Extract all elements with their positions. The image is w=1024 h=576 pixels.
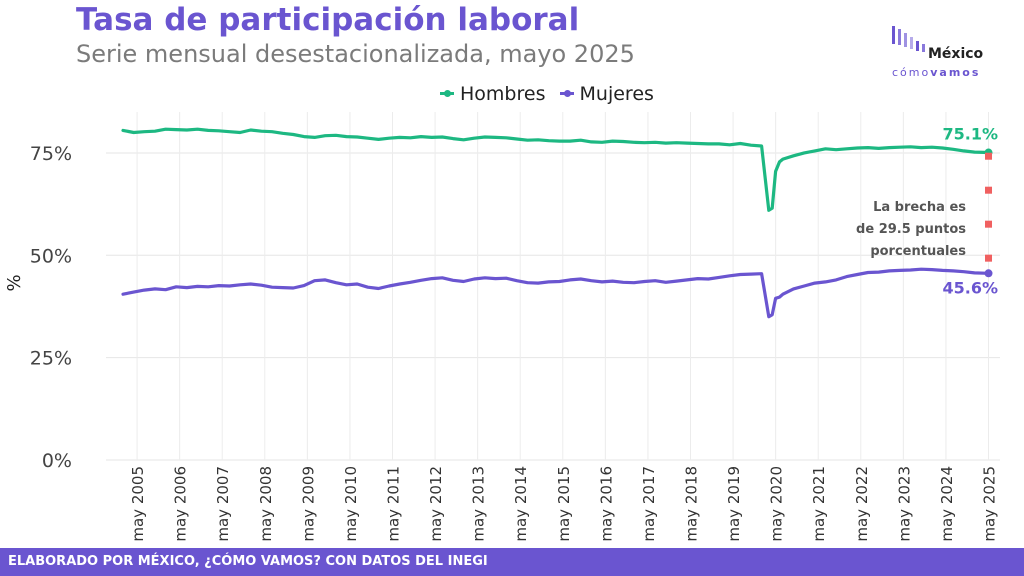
gap-marker [985,152,993,160]
end-point-mujeres [984,269,993,278]
x-tick-label: may 2025 [981,466,999,542]
legend-item-hombres: Hombres [440,83,545,105]
x-tick-label: may 2010 [342,466,360,542]
x-tick-label: may 2014 [512,466,530,542]
x-tick-label: may 2011 [385,466,403,542]
y-tick-label: 0% [42,450,72,472]
y-tick-label: 75% [30,143,72,165]
series-line-hombres [121,127,991,212]
gap-annotation-line: porcentuales [870,244,966,259]
x-tick-label: may 2022 [853,466,871,542]
x-tick-label: may 2019 [725,466,743,542]
end-label-hombres: 75.1% [942,125,998,144]
y-axis-label: % [4,274,25,291]
x-tick-label: may 2008 [257,466,275,542]
legend-label-mujeres: Mujeres [579,82,654,105]
gap-marker [985,220,993,228]
x-tick-label: may 2006 [172,466,190,542]
x-tick-label: may 2020 [768,466,786,542]
x-tick-label: may 2005 [129,466,147,542]
y-tick-label: 25% [30,348,72,370]
footer-credits: ELABORADO POR MÉXICO, ¿CÓMO VAMOS? CON D… [0,548,1024,576]
legend-label-hombres: Hombres [460,82,546,105]
logo-text-mexico: México [928,46,984,62]
gap-marker [985,186,993,194]
x-tick-label: may 2007 [214,466,232,542]
legend-swatch-mujeres [559,90,574,97]
gap-annotation-line: La brecha es [873,200,966,215]
logo-bars-icon [892,26,925,52]
mexico-como-vamos-logo: México cómovamos [890,24,1002,82]
y-tick-label: 50% [30,245,72,267]
x-tick-label: may 2018 [683,466,701,542]
legend-swatch-hombres [440,90,454,97]
legend-item-mujeres: Mujeres [559,82,654,105]
gap-marker [985,254,993,262]
x-tick-label: may 2015 [555,466,573,542]
x-tick-label: may 2021 [810,466,828,542]
x-tick-label: may 2016 [597,466,615,542]
chart-subtitle: Serie mensual desestacionalizada, mayo 2… [76,40,635,68]
chart-legend: Hombres Mujeres [440,78,662,105]
gap-annotation-line: de 29.5 puntos [856,222,966,237]
end-label-mujeres: 45.6% [942,278,998,297]
x-tick-label: may 2013 [470,466,488,542]
chart-title: Tasa de participación laboral [76,2,580,38]
x-tick-label: may 2009 [299,466,317,542]
series-line-mujeres [121,267,991,319]
x-tick-label: may 2012 [427,466,445,542]
logo-text-como-vamos: cómovamos [892,66,981,79]
x-tick-label: may 2024 [938,466,956,542]
x-tick-label: may 2023 [895,466,913,542]
line-chart: 0% 25% 50% 75% may 2005 may 2006 may 2007 may 2… [4,112,1000,542]
x-tick-label: may 2017 [640,466,658,542]
